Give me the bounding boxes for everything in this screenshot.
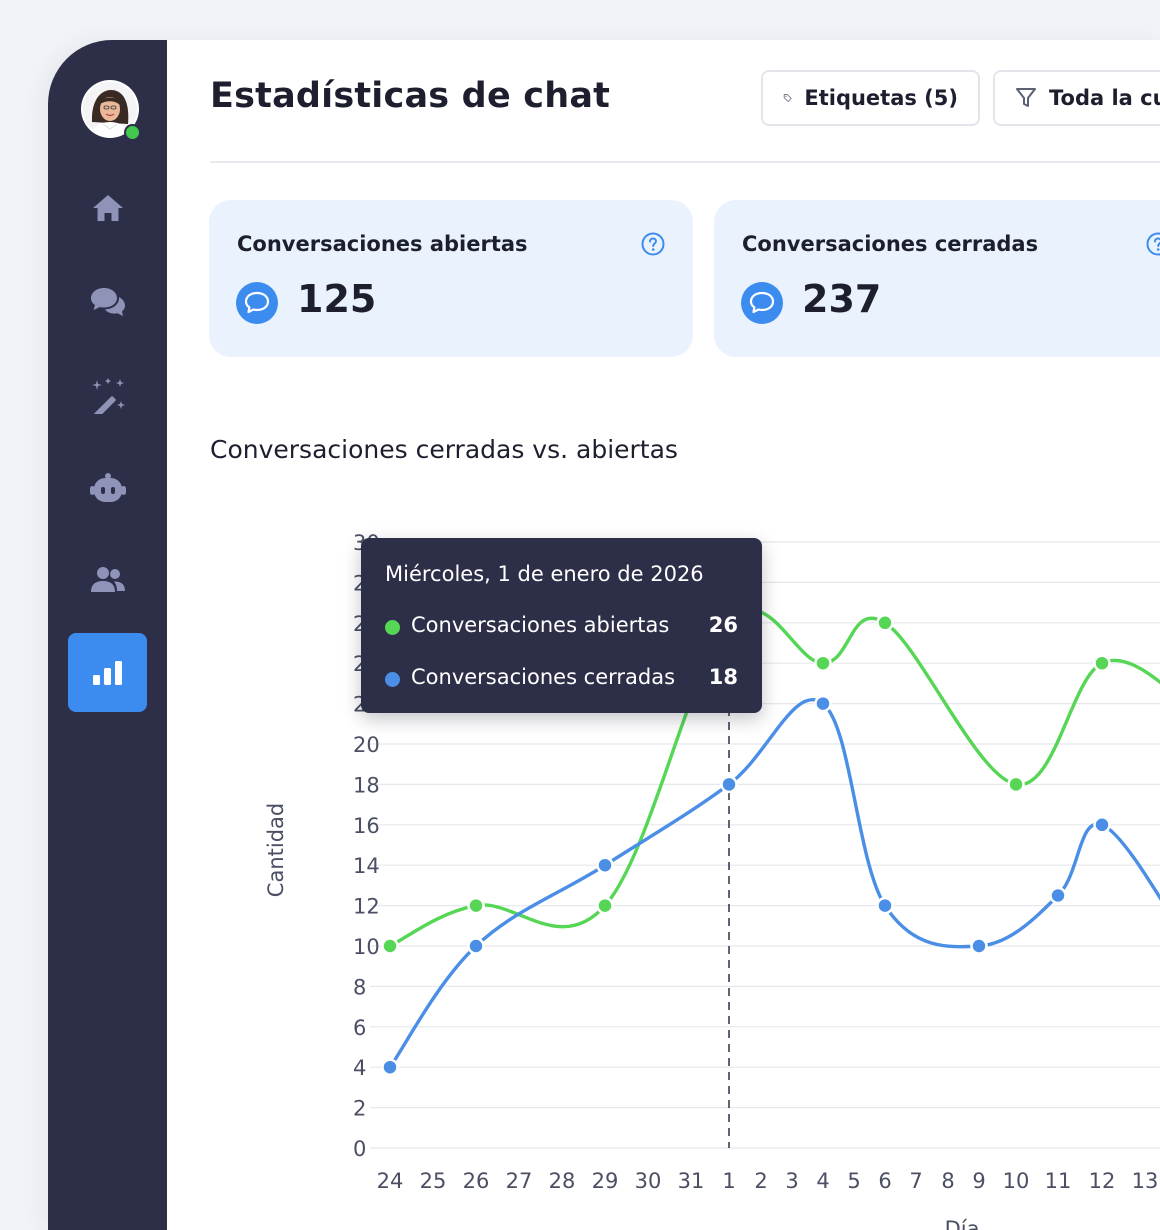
tags-button-label: Etiquetas (5) [804,86,958,110]
legend-dot-open [385,620,400,635]
sidebar-item-automation[interactable] [68,355,147,434]
sidebar-item-home[interactable] [68,168,147,247]
y-tick-label: 8 [353,975,366,999]
y-tick-label: 20 [353,733,380,757]
page-title: Estadísticas de chat [210,76,611,116]
data-point-1 [467,937,485,955]
sidebar [48,40,167,1230]
tooltip-label-closed: Conversaciones cerradas [411,665,676,689]
sidebar-item-statistics[interactable] [68,633,147,712]
y-tick-label: 12 [353,895,380,919]
chat-bubble-icon [236,282,278,324]
y-axis-title: Cantidad [264,803,288,897]
chat-bubbles-icon [90,287,125,316]
chart-tooltip: Miércoles, 1 de enero de 2026 Conversaci… [361,538,762,713]
x-tick-label: 10 [1003,1169,1030,1193]
y-tick-label: 0 [353,1137,366,1161]
x-tick-label: 26 [463,1169,490,1193]
y-tick-label: 18 [353,773,380,797]
x-tick-label: 29 [592,1169,619,1193]
data-point-1 [596,856,614,874]
stat-value-closed: 237 [802,277,882,321]
chat-bubble-icon [741,282,783,324]
x-tick-label: 5 [847,1169,860,1193]
y-tick-label: 14 [353,854,380,878]
tooltip-value-open: 26 [708,613,738,637]
help-icon[interactable] [641,232,665,256]
y-tick-label: 16 [353,814,380,838]
avatar[interactable] [81,80,141,141]
x-tick-label: 6 [878,1169,891,1193]
x-tick-label: 2 [754,1169,767,1193]
user-photo [83,82,137,136]
y-tick-label: 2 [353,1097,366,1121]
tag-icon [783,94,792,102]
tags-button[interactable]: Etiquetas (5) [761,70,980,126]
x-tick-label: 9 [972,1169,985,1193]
online-status-dot [124,124,141,141]
bot-icon [89,472,126,502]
x-tick-label: 7 [909,1169,922,1193]
x-tick-label: 11 [1045,1169,1072,1193]
filter-button-label: Toda la cu [1049,86,1160,110]
tooltip-date: Miércoles, 1 de enero de 2026 [385,562,704,586]
data-point-1 [1049,886,1067,905]
x-tick-label: 31 [678,1169,705,1193]
data-point-0 [814,654,832,672]
series-line-1 [388,698,1160,1069]
x-axis-title: Día [945,1217,980,1230]
x-tick-label: 3 [785,1169,798,1193]
legend-dot-closed [385,672,400,687]
tooltip-label-open: Conversaciones abiertas [411,613,670,637]
filter-button[interactable]: Toda la cu [993,70,1160,126]
x-tick-label: 25 [420,1169,447,1193]
data-point-0 [876,614,894,632]
app-window: Estadísticas de chat Etiquetas (5) Toda … [48,40,1160,1230]
x-tick-label: 30 [635,1169,662,1193]
data-point-1 [1093,816,1111,834]
stat-label-open: Conversaciones abiertas [237,232,528,256]
stat-card-open: Conversaciones abiertas 125 [209,200,693,357]
sidebar-item-contacts[interactable] [68,540,147,619]
x-tick-label: 27 [506,1169,533,1193]
data-point-1 [381,1058,399,1076]
data-point-0 [1093,654,1111,672]
chart-title: Conversaciones cerradas vs. abiertas [210,435,678,464]
data-point-1 [876,896,894,915]
filter-icon [1016,88,1036,107]
tooltip-row-open: Conversaciones abiertas 26 [385,612,738,642]
data-point-1 [970,937,988,955]
data-point-0 [467,896,485,915]
data-point-1 [720,775,738,794]
x-tick-label: 13 [1132,1169,1159,1193]
y-tick-label: 10 [353,935,380,959]
data-point-1 [814,694,832,713]
header-divider [210,161,1160,163]
sidebar-item-chats[interactable] [68,262,147,341]
magic-wand-icon [91,377,125,414]
x-tick-label: 4 [816,1169,829,1193]
y-tick-label: 4 [353,1056,366,1080]
tooltip-value-closed: 18 [708,665,738,689]
home-icon [92,194,123,221]
users-icon [90,566,125,592]
y-tick-label: 6 [353,1016,366,1040]
x-tick-label: 12 [1089,1169,1116,1193]
x-tick-label: 24 [377,1169,404,1193]
data-point-0 [381,937,399,955]
data-point-0 [1007,775,1025,794]
stat-card-closed: Conversaciones cerradas 237 [714,200,1160,357]
sidebar-item-bots[interactable] [68,448,147,527]
bar-chart-icon [92,660,122,685]
x-tick-label: 8 [941,1169,954,1193]
x-tick-label: 1 [722,1169,735,1193]
stat-label-closed: Conversaciones cerradas [742,232,1039,256]
data-point-0 [596,896,614,915]
tooltip-row-closed: Conversaciones cerradas 18 [385,664,738,694]
x-tick-label: 28 [549,1169,576,1193]
main-content: Estadísticas de chat Etiquetas (5) Toda … [167,40,1160,1230]
stat-value-open: 125 [297,277,377,321]
